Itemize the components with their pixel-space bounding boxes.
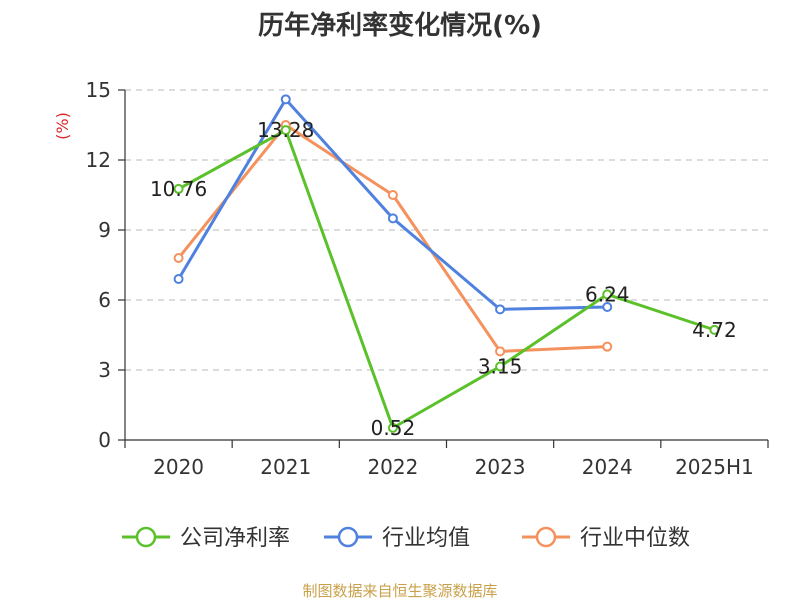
data-point	[173, 253, 184, 263]
series-line	[177, 128, 716, 430]
legend-item-2[interactable]: 行业中位数	[522, 526, 690, 551]
data-point	[387, 213, 398, 224]
legend-item-1[interactable]: 行业均值	[324, 526, 470, 551]
data-point	[602, 289, 613, 300]
axes: 0 3 6 9 12 15 2020 2021 2022 2023 2024 2025H1	[86, 78, 769, 479]
data-labels: 10.76 13.28 0.52 3.15 6.24 4.72	[150, 118, 737, 440]
x-tick-label: 2025H1	[675, 455, 754, 479]
data-label: 0.52	[371, 416, 416, 440]
grid-lines	[125, 89, 768, 371]
legend: 公司净利率 行业均值 行业中位数	[122, 526, 690, 551]
legend-marker	[337, 526, 359, 548]
data-point	[387, 422, 398, 433]
data-label: 3.15	[478, 355, 523, 379]
y-tick-label: 9	[98, 218, 111, 242]
data-label: 4.72	[692, 318, 737, 342]
legend-label: 公司净利率	[180, 526, 290, 551]
x-tick-label: 2024	[582, 455, 633, 479]
source-note: 制图数据来自恒生聚源数据库	[302, 582, 497, 600]
y-tick-label: 15	[86, 78, 111, 102]
series-0	[173, 125, 720, 433]
x-tick-label: 2021	[260, 455, 311, 479]
legend-marker	[535, 526, 557, 548]
series-1	[173, 94, 613, 315]
legend-item-0[interactable]: 公司净利率	[122, 526, 290, 551]
x-tick-label: 2023	[475, 455, 526, 479]
data-point	[280, 94, 291, 105]
y-tick-label: 3	[98, 358, 111, 382]
data-point	[602, 341, 613, 352]
data-point	[602, 302, 613, 312]
legend-marker	[135, 526, 157, 548]
data-label: 6.24	[585, 282, 630, 306]
x-tick-label: 2022	[367, 455, 418, 479]
series-lines	[173, 94, 720, 433]
data-point	[173, 274, 184, 284]
series-line	[177, 97, 609, 311]
data-point	[495, 304, 506, 315]
legend-label: 行业中位数	[580, 526, 690, 551]
data-point	[709, 324, 720, 335]
series-line	[177, 123, 609, 353]
y-tick-label: 6	[98, 288, 111, 312]
y-tick-label: 12	[86, 148, 111, 172]
y-tick-label: 0	[98, 428, 111, 452]
data-point	[495, 346, 506, 357]
chart-title: 历年净利率变化情况(%)	[258, 10, 542, 41]
data-label: 13.28	[257, 118, 314, 142]
x-tick-label: 2020	[153, 455, 204, 479]
data-point	[280, 125, 291, 136]
data-point	[495, 361, 506, 372]
data-label: 10.76	[150, 177, 207, 201]
legend-label: 行业均值	[382, 526, 470, 551]
data-point	[387, 190, 398, 200]
data-point	[173, 183, 184, 194]
y-axis-unit-label: (%)	[53, 112, 72, 140]
